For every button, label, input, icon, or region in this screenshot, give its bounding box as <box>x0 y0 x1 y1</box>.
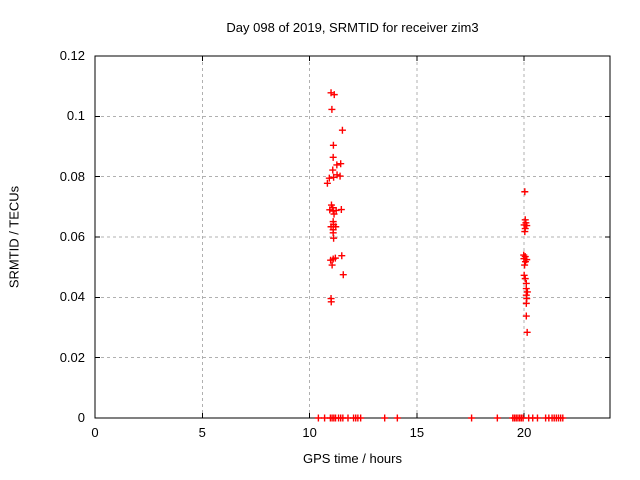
data-point <box>329 166 337 174</box>
x-tick-label: 5 <box>198 425 206 440</box>
data-point <box>314 414 322 422</box>
data-point <box>520 271 528 279</box>
data-point <box>329 141 337 149</box>
data-point <box>331 254 339 262</box>
data-point <box>325 174 333 182</box>
data-point <box>328 105 336 113</box>
x-tick-label: 0 <box>91 425 99 440</box>
data-point <box>521 228 529 236</box>
plot-border <box>94 55 611 419</box>
data-point <box>338 252 346 260</box>
data-point <box>381 414 389 422</box>
data-point <box>330 210 338 218</box>
data-point <box>522 312 530 320</box>
y-tick-label: 0.02 <box>59 349 85 365</box>
data-point <box>330 91 338 99</box>
data-point <box>468 414 476 422</box>
data-point <box>336 172 344 180</box>
y-tick-label: 0.12 <box>59 48 85 63</box>
y-tick-label: 0.08 <box>59 168 85 184</box>
chart-title: Day 098 of 2019, SRMTID for receiver zim… <box>226 20 479 35</box>
data-point <box>333 161 341 169</box>
data-point <box>328 261 336 269</box>
data-point <box>330 234 338 242</box>
data-point <box>337 160 345 168</box>
data-point <box>329 153 337 161</box>
x-axis-label: GPS time / hours <box>303 451 402 466</box>
x-tick-label: 10 <box>302 425 317 440</box>
data-point <box>559 414 567 422</box>
data-point <box>493 414 501 422</box>
data-point <box>522 299 530 307</box>
x-tick-label: 20 <box>516 425 532 440</box>
data-point <box>323 179 331 187</box>
data-point <box>337 206 345 214</box>
data-point <box>338 126 346 134</box>
data-point <box>327 298 335 306</box>
x-tick-label: 15 <box>409 425 425 440</box>
data-point <box>339 271 347 279</box>
data-point <box>332 206 340 214</box>
data-point <box>393 414 401 422</box>
data-point <box>522 285 530 293</box>
y-tick-label: 0.1 <box>66 108 85 124</box>
data-point <box>523 328 531 336</box>
y-tick-label: 0.04 <box>59 289 85 305</box>
data-point <box>533 414 541 422</box>
data-point <box>521 258 529 266</box>
data-point <box>521 261 529 269</box>
data-point <box>521 275 529 283</box>
y-tick-label: 0 <box>77 410 85 425</box>
data-point <box>521 188 529 196</box>
y-tick-label: 0.06 <box>59 229 85 244</box>
data-point <box>523 288 531 296</box>
data-point <box>357 414 365 422</box>
